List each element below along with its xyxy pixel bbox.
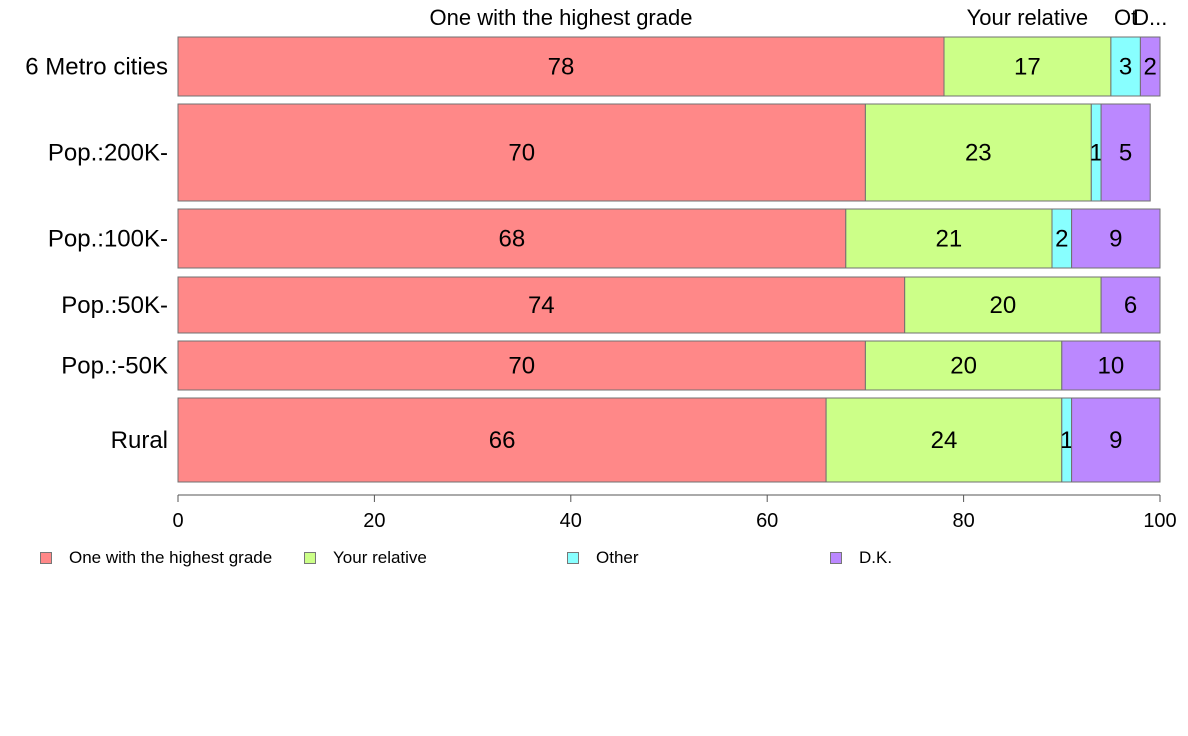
x-tick-label: 20 bbox=[363, 510, 385, 532]
y-tick-label: 6 Metro cities bbox=[25, 54, 168, 81]
data-label: 1 bbox=[1060, 427, 1073, 454]
legend-label: Your relative bbox=[333, 548, 427, 567]
legend-item: Your relative bbox=[304, 548, 427, 568]
legend-item: One with the highest grade bbox=[40, 548, 272, 568]
data-label: 3 bbox=[1119, 54, 1132, 81]
y-tick-label: Pop.:50K- bbox=[61, 292, 168, 319]
bar-segment bbox=[177, 103, 866, 202]
data-label: 21 bbox=[936, 226, 963, 253]
legend-label: D.K. bbox=[859, 548, 893, 567]
bar-segment bbox=[177, 208, 847, 269]
bar-segment bbox=[864, 103, 1092, 202]
data-label: 70 bbox=[508, 353, 535, 380]
data-label: 10 bbox=[1098, 353, 1125, 380]
bar-segment bbox=[864, 340, 1063, 391]
bar-segment bbox=[943, 36, 1112, 97]
data-label: 1 bbox=[1090, 140, 1103, 167]
data-label: 2 bbox=[1144, 54, 1157, 81]
legend-item: Other bbox=[567, 548, 639, 568]
x-tick-label: 0 bbox=[172, 510, 183, 532]
legend-item: D.K. bbox=[830, 548, 892, 568]
bar-segment bbox=[1139, 36, 1161, 97]
legend-label: Other bbox=[596, 548, 639, 567]
x-tick-label: 60 bbox=[756, 510, 778, 532]
legend-swatch bbox=[40, 552, 52, 564]
data-label: 17 bbox=[1014, 54, 1041, 81]
data-label: 2 bbox=[1055, 226, 1068, 253]
bar-segment bbox=[1061, 340, 1161, 391]
legend: One with the highest grade Your relative O… bbox=[0, 548, 1188, 572]
bar-segment bbox=[904, 276, 1102, 334]
bar-segment bbox=[845, 208, 1053, 269]
data-label: 5 bbox=[1119, 140, 1132, 167]
bar-segment bbox=[177, 397, 827, 483]
data-label: 20 bbox=[950, 353, 977, 380]
y-tick-label: Pop.:100K- bbox=[48, 226, 168, 253]
legend-swatch bbox=[304, 552, 316, 564]
data-label: 74 bbox=[528, 292, 555, 319]
top-series-label: Your relative bbox=[967, 5, 1088, 30]
data-label: 70 bbox=[508, 140, 535, 167]
data-label: 24 bbox=[931, 427, 958, 454]
top-series-label: D... bbox=[1133, 5, 1167, 30]
bar-segment bbox=[1071, 208, 1161, 269]
data-label: 9 bbox=[1109, 427, 1122, 454]
x-tick-label: 80 bbox=[952, 510, 974, 532]
bar-segment bbox=[1100, 276, 1161, 334]
top-series-label: Ot bbox=[1114, 5, 1137, 30]
bar-segment bbox=[825, 397, 1063, 483]
bar-segment bbox=[177, 340, 866, 391]
y-tick-label: Pop.:-50K bbox=[61, 353, 168, 380]
data-label: 66 bbox=[489, 427, 516, 454]
data-label: 78 bbox=[548, 54, 575, 81]
data-label: 68 bbox=[499, 226, 526, 253]
data-label: 6 bbox=[1124, 292, 1137, 319]
top-series-label: One with the highest grade bbox=[430, 5, 693, 30]
legend-swatch bbox=[830, 552, 842, 564]
data-label: 23 bbox=[965, 140, 992, 167]
y-tick-label: Pop.:200K- bbox=[48, 140, 168, 167]
x-tick-label: 100 bbox=[1143, 510, 1176, 532]
y-tick-label: Rural bbox=[111, 427, 168, 454]
x-tick-label: 40 bbox=[560, 510, 582, 532]
bar-segment bbox=[1100, 103, 1151, 202]
legend-label: One with the highest grade bbox=[69, 548, 273, 567]
bar-segment bbox=[177, 276, 906, 334]
bar-segment bbox=[1071, 397, 1161, 483]
data-label: 9 bbox=[1109, 226, 1122, 253]
data-label: 20 bbox=[990, 292, 1017, 319]
legend-swatch bbox=[567, 552, 579, 564]
